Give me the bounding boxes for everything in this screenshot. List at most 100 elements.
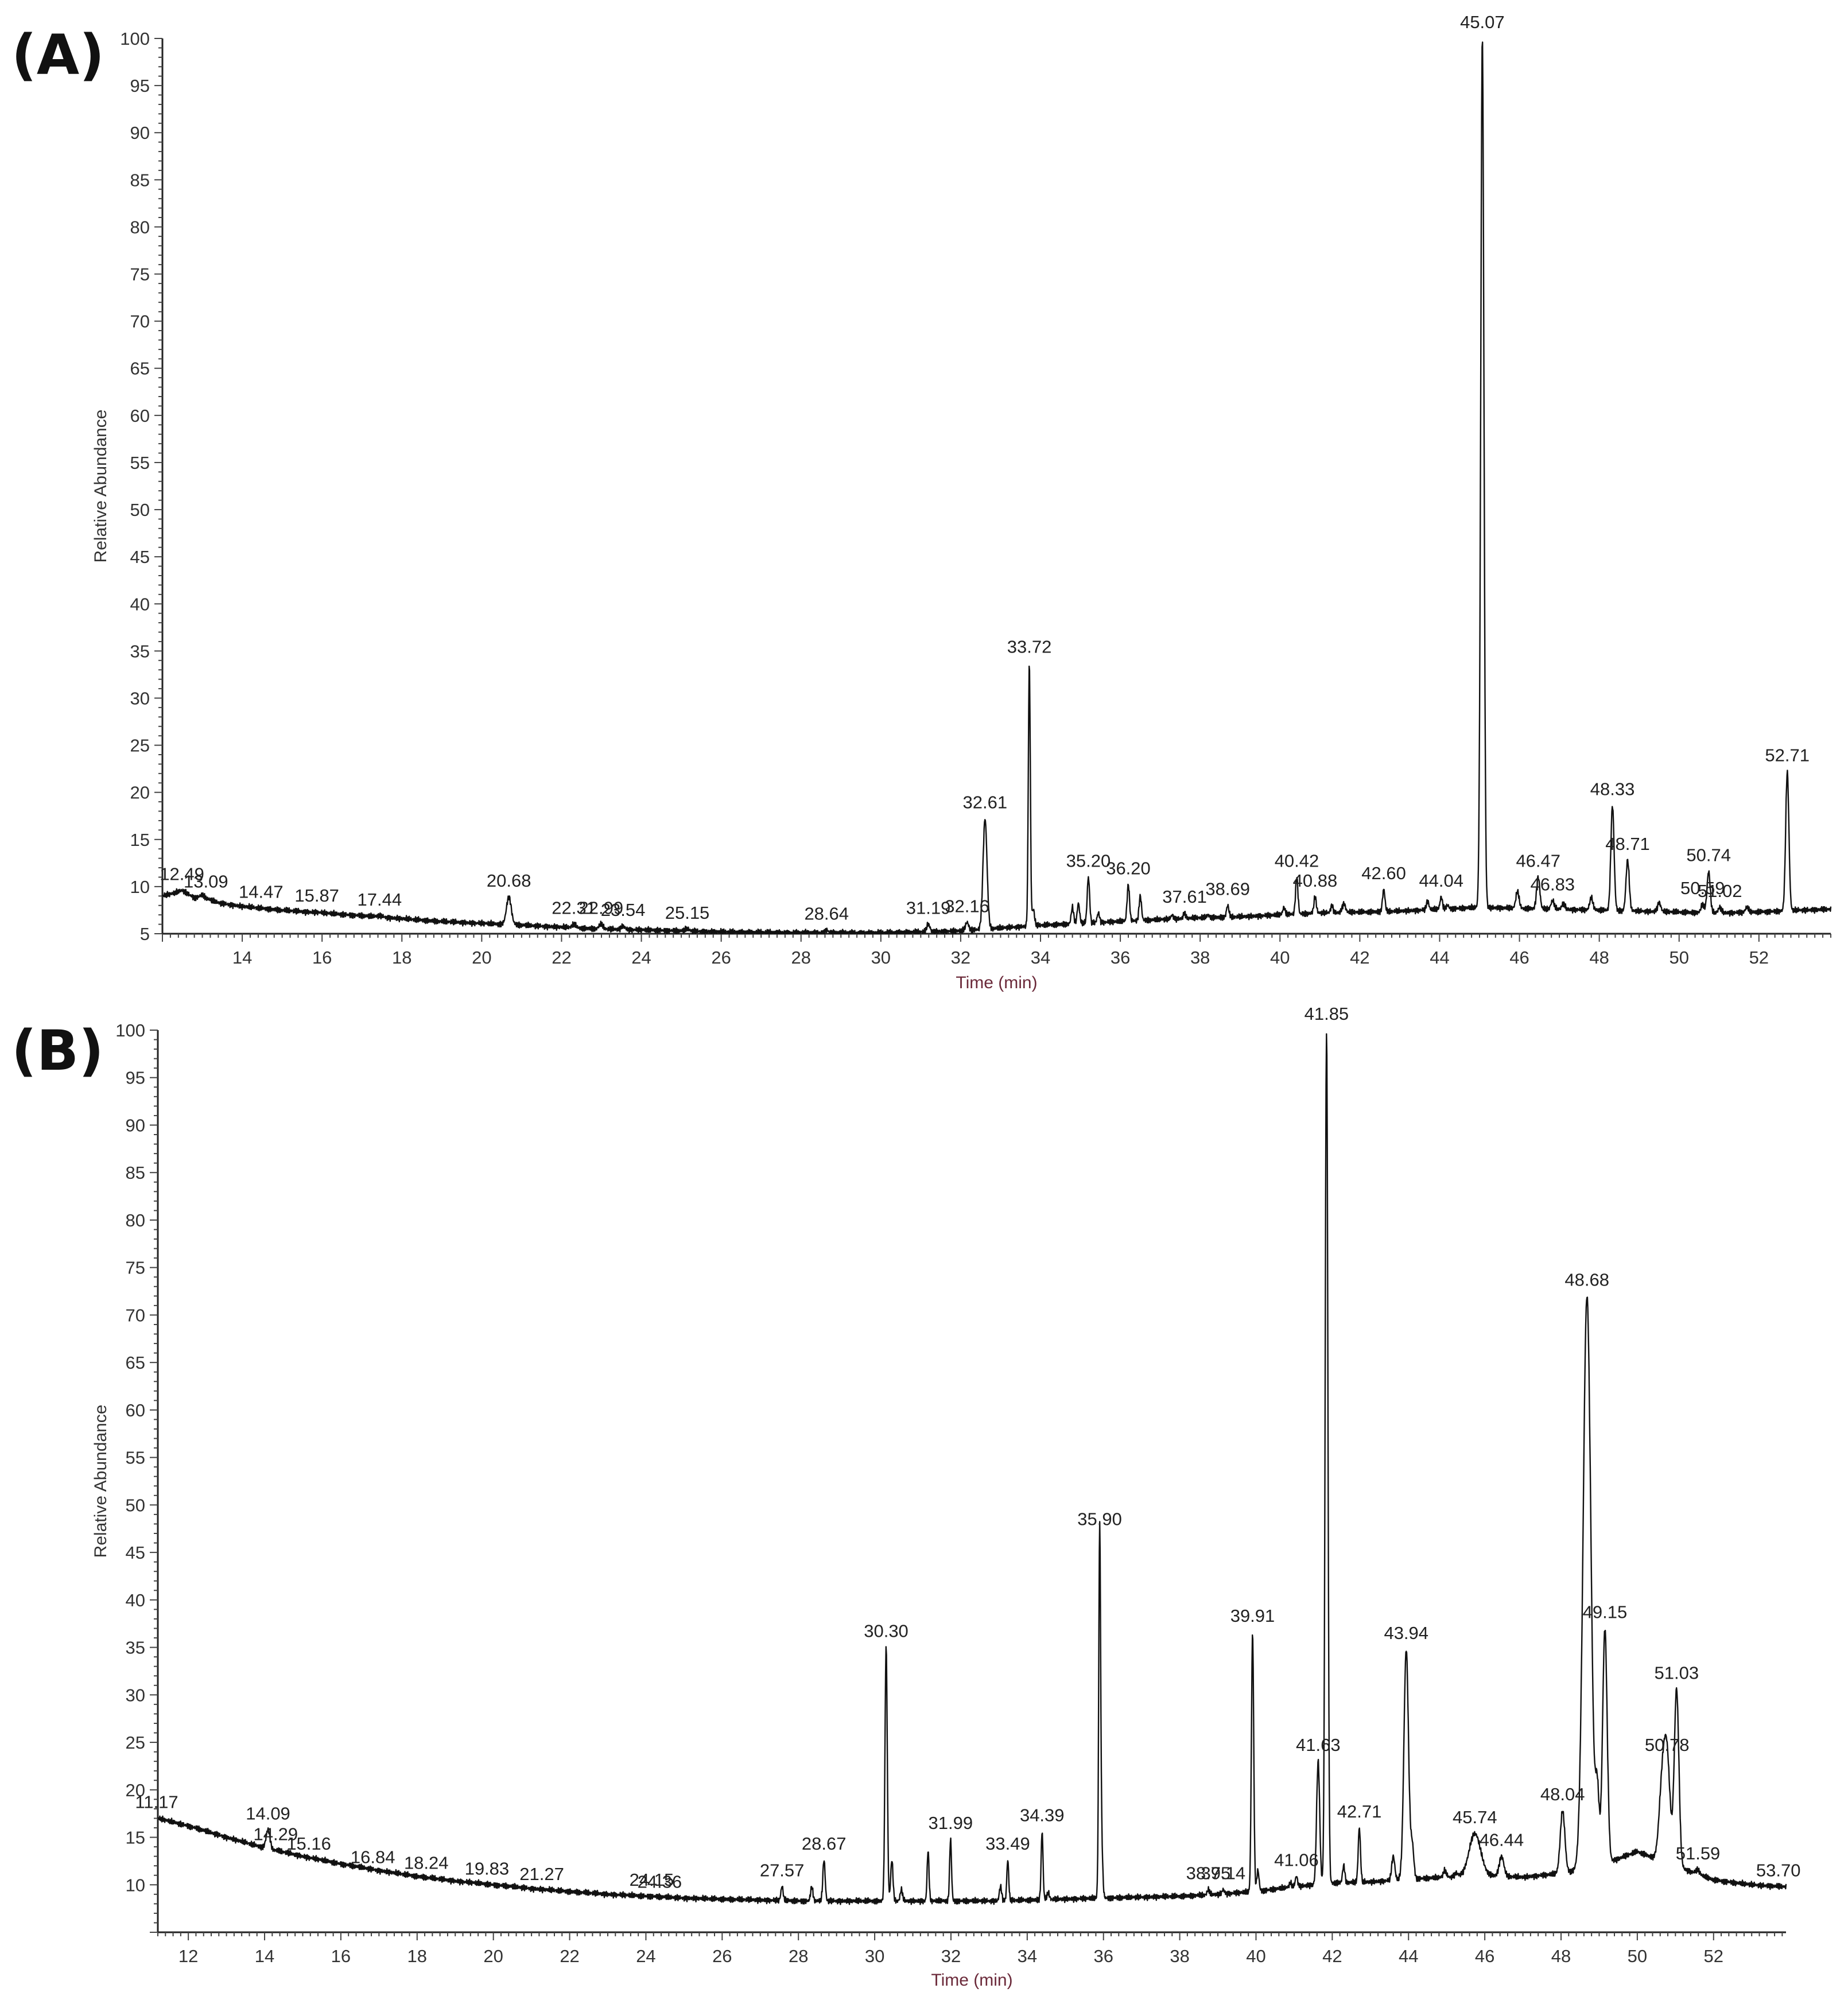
peak-label: 45.07 <box>1460 12 1505 32</box>
peak-label: 32.16 <box>945 896 989 916</box>
peak-label: 22.99 <box>579 898 624 918</box>
y-tick-label: 30 <box>130 688 150 708</box>
peak-label: 46.47 <box>1516 851 1560 871</box>
peak-label: 23.54 <box>601 900 646 920</box>
peak-label: 34.39 <box>1020 1805 1065 1826</box>
x-tick-label: 28 <box>789 1946 808 1966</box>
x-tick-label: 36 <box>1111 947 1130 968</box>
x-tick-label: 38 <box>1170 1946 1189 1966</box>
peak-label: 30.30 <box>864 1621 909 1641</box>
peak-label: 46.44 <box>1480 1830 1524 1850</box>
x-tick-label: 46 <box>1509 947 1529 968</box>
x-tick-label: 48 <box>1589 947 1609 968</box>
y-tick-label: 60 <box>130 406 150 426</box>
y-axis-label: Relative Abundance <box>91 1405 110 1558</box>
peak-label: 50.59 <box>1680 878 1725 898</box>
x-tick-label: 30 <box>871 947 891 968</box>
y-tick-label: 70 <box>126 1305 145 1325</box>
peak-label: 52.71 <box>1765 745 1810 766</box>
peak-label: 14.09 <box>246 1803 290 1823</box>
peak-label: 35.90 <box>1077 1509 1122 1529</box>
peak-label: 39.91 <box>1230 1606 1275 1626</box>
x-tick-label: 20 <box>483 1946 503 1966</box>
x-tick-label: 28 <box>791 947 810 968</box>
peak-label: 45.74 <box>1453 1807 1497 1827</box>
peak-label: 14.47 <box>239 882 284 902</box>
y-tick-label: 55 <box>126 1448 145 1468</box>
x-tick-label: 26 <box>712 1946 732 1966</box>
y-tick-label: 45 <box>126 1543 145 1563</box>
peak-label: 42.60 <box>1361 863 1406 883</box>
y-tick-label: 100 <box>115 1020 145 1040</box>
x-tick-label: 50 <box>1669 947 1688 968</box>
x-tick-label: 12 <box>178 1946 198 1966</box>
peak-label: 17.44 <box>358 890 402 910</box>
peak-label: 39.14 <box>1201 1863 1246 1884</box>
chart-panel-b: 10 15 20 25 30 35 40 45 50 55 60 65 70 75 80 85 90 95 100 1… <box>91 1004 1801 1990</box>
x-tick-label: 18 <box>407 1946 427 1966</box>
x-tick-label: 32 <box>941 1946 961 1966</box>
peak-label: 14.29 <box>254 1824 298 1844</box>
y-axis-label: Relative Abundance <box>91 410 110 563</box>
peak-label: 35.20 <box>1066 851 1111 871</box>
x-tick-label: 24 <box>631 947 651 968</box>
x-tick-label: 34 <box>1018 1946 1037 1966</box>
peak-label: 24.36 <box>638 1871 682 1892</box>
x-tick-label: 24 <box>636 1946 655 1966</box>
y-tick-label: 10 <box>126 1875 145 1895</box>
peak-label: 15.87 <box>294 886 339 906</box>
y-tick-label: 30 <box>126 1685 145 1705</box>
y-tick-label: 20 <box>130 783 150 803</box>
x-tick-label: 40 <box>1246 1946 1265 1966</box>
peak-label: 28.64 <box>804 903 849 923</box>
x-axis-label: Time (min) <box>956 973 1037 992</box>
y-tick-label: 40 <box>130 594 150 614</box>
peak-label: 18.24 <box>404 1853 449 1873</box>
peak-label: 40.42 <box>1275 851 1319 871</box>
x-tick-label: 16 <box>331 1946 351 1966</box>
x-tick-label: 50 <box>1628 1946 1647 1966</box>
y-tick-label: 65 <box>126 1353 145 1373</box>
peak-label: 11.17 <box>135 1792 178 1812</box>
x-tick-label: 20 <box>472 947 491 968</box>
y-tick-label: 75 <box>130 265 150 285</box>
x-tick-label: 32 <box>951 947 970 968</box>
y-tick-label: 5 <box>140 924 150 944</box>
peak-label: 38.75 <box>1186 1863 1231 1884</box>
peak-label: 22.31 <box>552 898 596 918</box>
chromatogram-trace <box>161 41 1832 935</box>
peak-label: 28.67 <box>802 1834 847 1854</box>
x-tick-label: 14 <box>232 947 252 968</box>
y-tick-label: 35 <box>126 1638 145 1658</box>
peak-label: 13.09 <box>184 872 228 892</box>
y-tick-label: 25 <box>130 736 150 756</box>
y-tick-label: 35 <box>130 641 150 661</box>
x-tick-label: 26 <box>711 947 731 968</box>
x-tick-label: 22 <box>552 947 571 968</box>
peak-label: 15.16 <box>286 1834 331 1854</box>
x-tick-label: 14 <box>255 1946 274 1966</box>
peak-label: 31.99 <box>929 1813 973 1833</box>
peak-label: 42.71 <box>1337 1801 1382 1822</box>
y-tick-label: 50 <box>126 1495 145 1515</box>
y-tick-label: 40 <box>126 1590 145 1610</box>
peak-label: 44.04 <box>1419 871 1463 891</box>
peak-label: 27.57 <box>760 1861 805 1881</box>
y-tick-label: 20 <box>126 1780 145 1800</box>
y-tick-label: 50 <box>130 500 150 520</box>
y-tick-label: 15 <box>126 1828 145 1848</box>
y-tick-label: 45 <box>130 547 150 567</box>
y-tick-label: 95 <box>126 1068 145 1088</box>
x-tick-label: 52 <box>1749 947 1769 968</box>
peak-label: 32.61 <box>963 793 1008 813</box>
peak-label: 50.74 <box>1686 845 1731 865</box>
y-tick-label: 100 <box>120 29 150 49</box>
y-tick-label: 95 <box>130 76 150 96</box>
y-tick-label: 70 <box>130 312 150 332</box>
peak-label: 20.68 <box>487 871 531 891</box>
peak-label: 48.71 <box>1605 834 1650 854</box>
peak-label: 51.03 <box>1655 1663 1699 1683</box>
peak-label: 41.85 <box>1305 1004 1349 1024</box>
x-tick-label: 46 <box>1475 1946 1494 1966</box>
